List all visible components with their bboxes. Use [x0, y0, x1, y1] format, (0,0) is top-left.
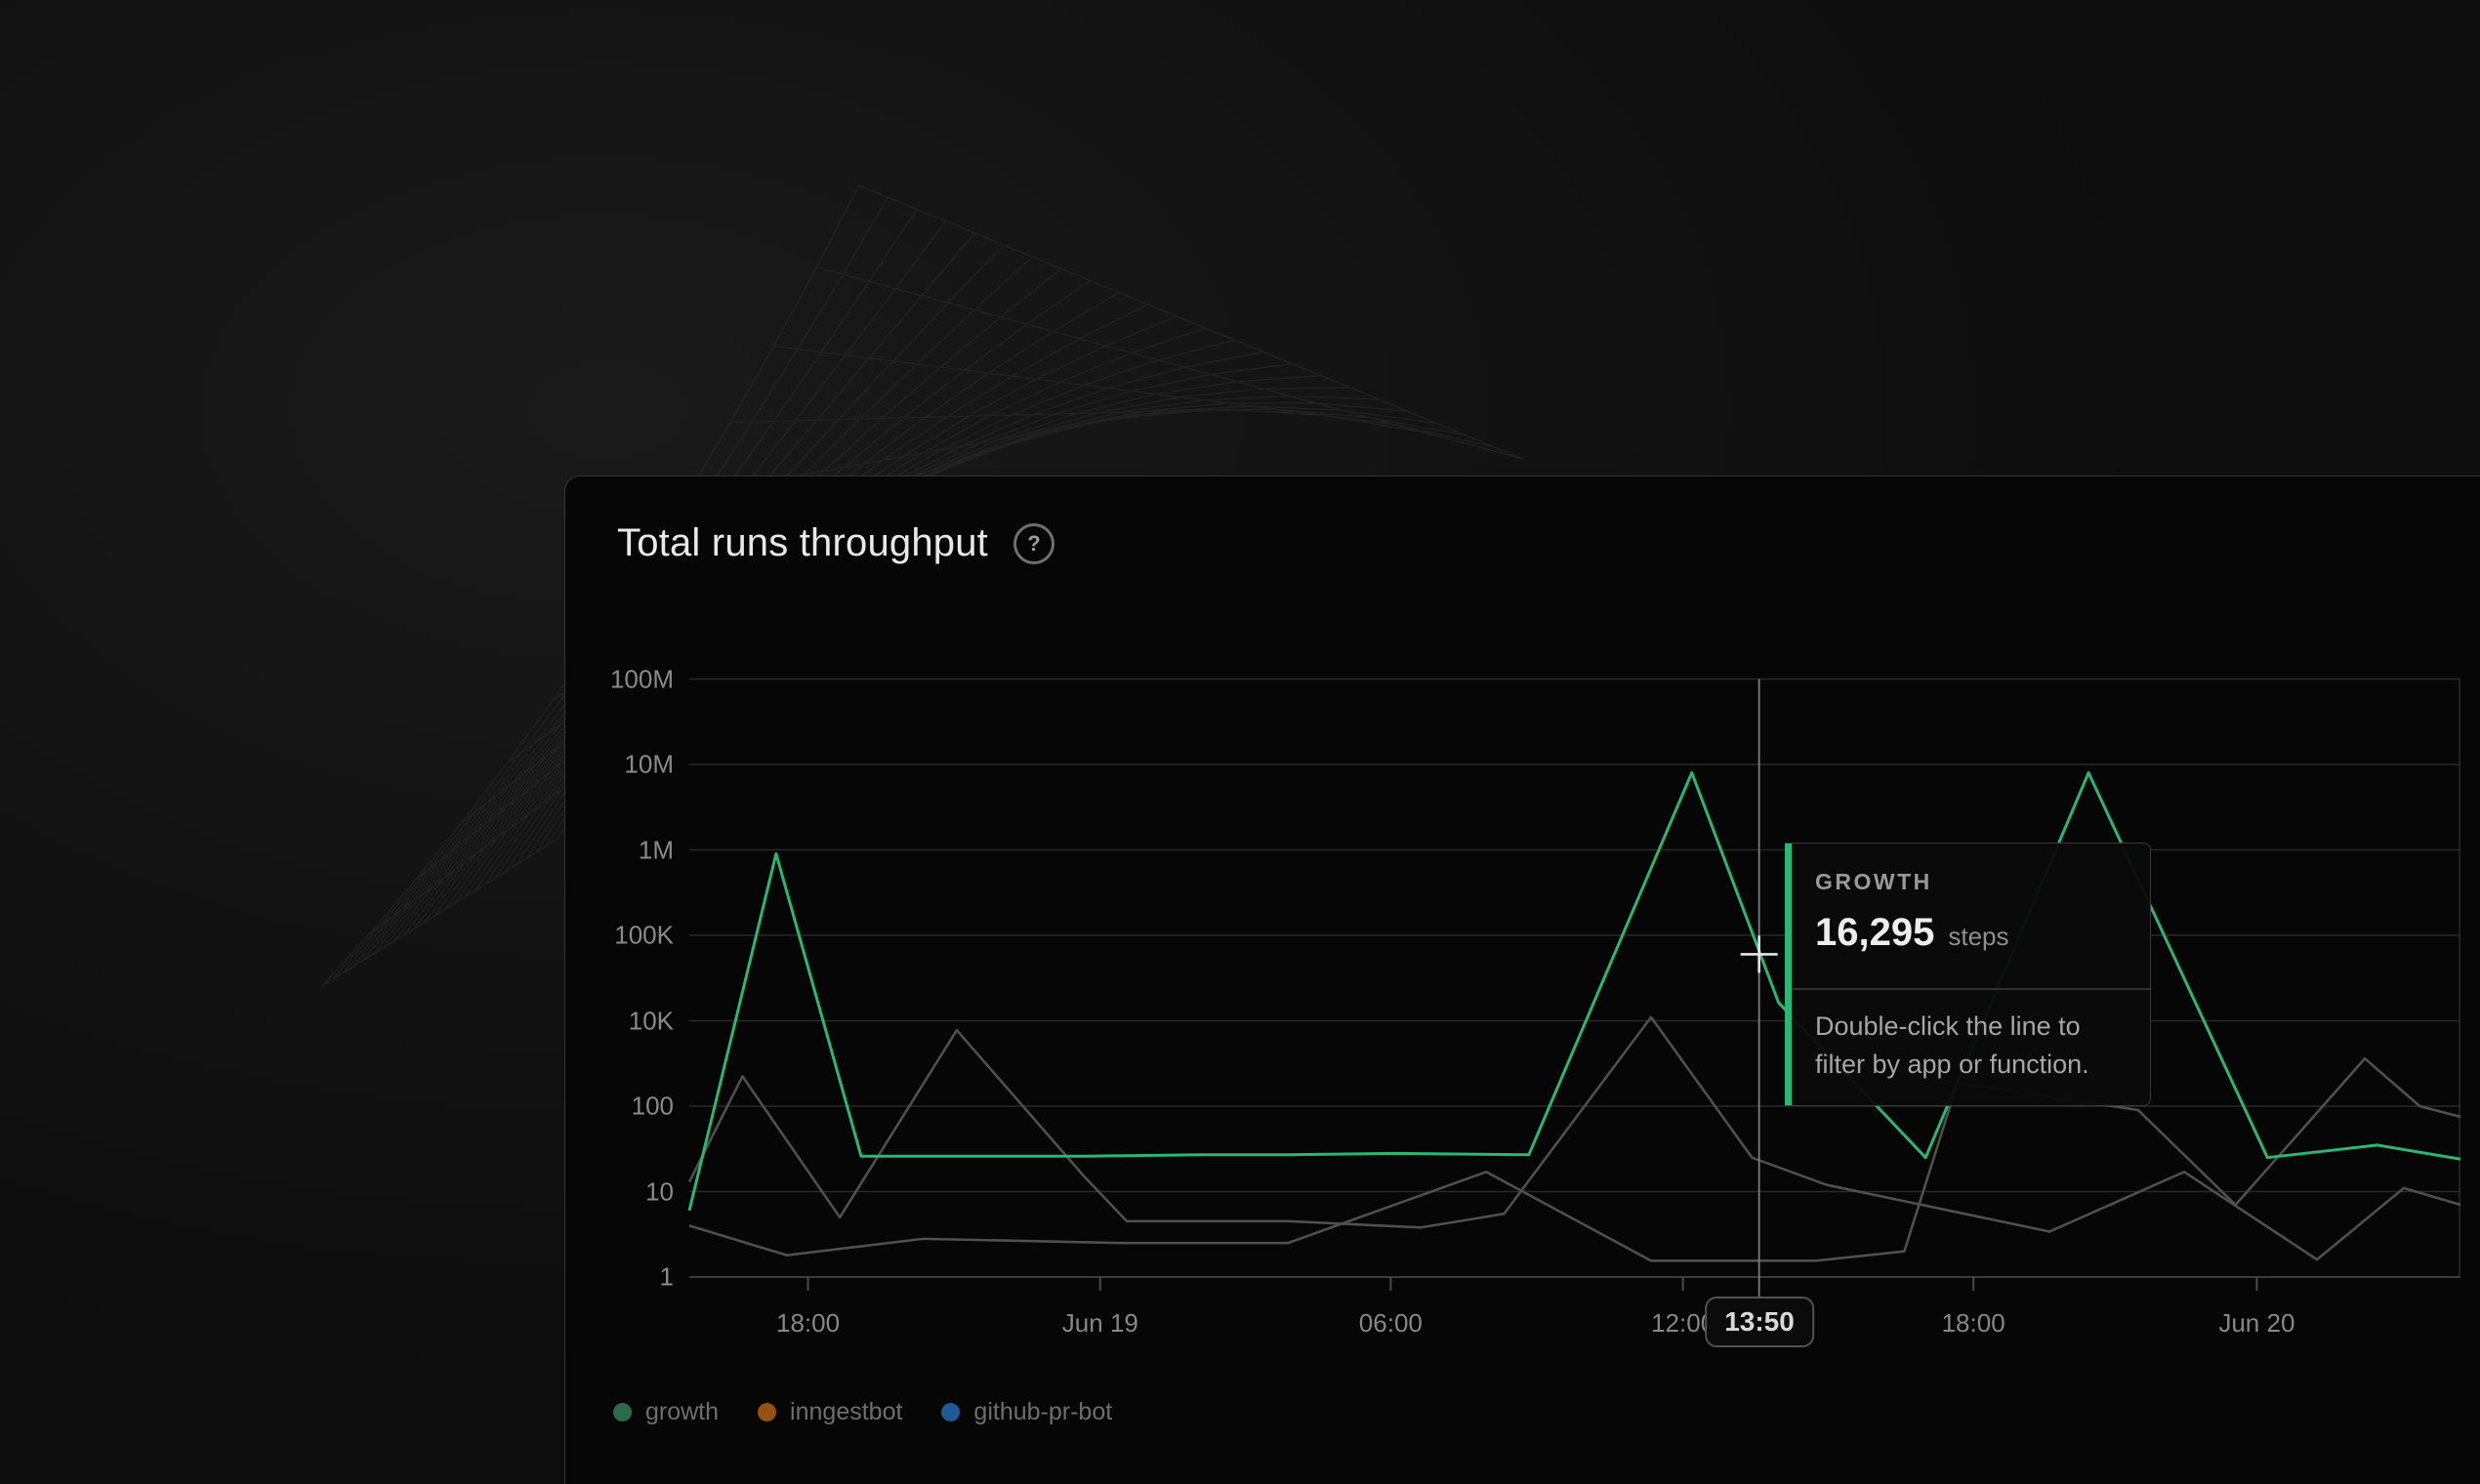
y-axis-label: 10K: [628, 1006, 674, 1035]
tooltip-hint-line2: filter by app or function.: [1815, 1050, 2089, 1079]
y-axis-label: 1M: [638, 835, 674, 864]
cursor-plus-icon: [1740, 935, 1778, 973]
legend-label: github-pr-bot: [973, 1398, 1113, 1425]
series-line-inngestbot[interactable]: [687, 1015, 2461, 1261]
tooltip-unit: steps: [1948, 922, 2009, 951]
legend-label: inngestbot: [790, 1398, 903, 1425]
x-axis-label: Jun 20: [2218, 1308, 2295, 1338]
tooltip-series-name: GROWTH: [1815, 869, 1932, 894]
legend-item-growth[interactable]: growth: [613, 1398, 719, 1426]
throughput-card: [564, 475, 2480, 1484]
x-axis-label: 18:00: [1941, 1308, 2005, 1338]
hover-tooltip: GROWTH 16,295 steps Double-click the lin…: [1785, 843, 2151, 1106]
legend-item-inngestbot[interactable]: inngestbot: [758, 1398, 902, 1426]
y-axis-label: 10: [645, 1176, 674, 1206]
chart-legend: growth inngestbot github-pr-bot: [613, 1398, 1112, 1426]
legend-label: growth: [645, 1398, 720, 1425]
x-axis-label: 12:00: [1651, 1308, 1715, 1338]
crosshair-time-badge: 13:50: [1705, 1297, 1814, 1347]
y-axis-label: 100M: [609, 664, 674, 693]
page-title: Total runs throughput: [617, 521, 989, 564]
inngestbot-series-dot-icon: [758, 1403, 777, 1422]
growth-series-dot-icon: [613, 1403, 632, 1422]
tooltip-value: 16,295: [1815, 911, 1935, 954]
x-axis-label: 18:00: [775, 1308, 841, 1338]
y-axis-label: 10M: [624, 749, 674, 779]
tooltip-hint-line1: Double-click the line to: [1815, 1011, 2081, 1041]
series-line-growth[interactable]: [687, 770, 2461, 1212]
y-axis-label: 100: [631, 1091, 674, 1121]
tooltip-series-accent-bar: [1785, 844, 1792, 1105]
github-pr-bot-series-dot-icon: [941, 1403, 961, 1422]
question-mark-circle-icon[interactable]: ?: [1013, 522, 1055, 564]
tooltip-hint: Double-click the line to filter by app o…: [1792, 988, 2150, 1084]
legend-item-github-pr-bot[interactable]: github-pr-bot: [941, 1398, 1112, 1426]
x-axis-label: 06:00: [1358, 1308, 1423, 1338]
series-line-github-pr-bot[interactable]: [688, 1056, 2461, 1262]
x-axis-label: Jun 19: [1061, 1308, 1138, 1338]
y-axis-label: 100K: [614, 920, 674, 950]
gridlines: [689, 678, 2460, 1291]
y-axis-label: 1: [659, 1261, 674, 1292]
